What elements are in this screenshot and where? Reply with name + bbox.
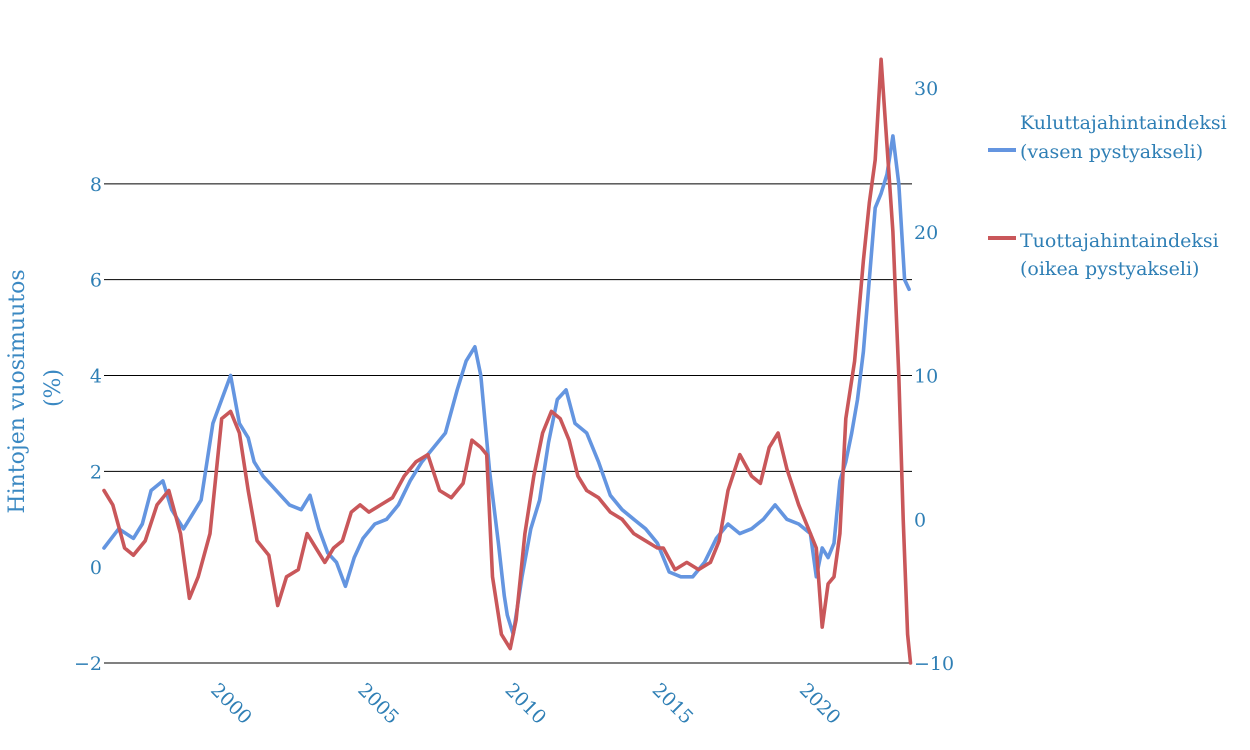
- x-tick-label: 2015: [648, 679, 698, 729]
- y-axis-label: Hintojen vuosimuutos (%): [5, 262, 66, 513]
- series-lines: [102, 57, 913, 665]
- legend-label-tuottajahintaindeksi: Tuottajahintaindeksi: [1020, 230, 1219, 252]
- legend: Kuluttajahintaindeksi (vasen pystyakseli…: [988, 112, 1227, 280]
- y-axis-label-line-2: (%): [41, 369, 66, 407]
- legend-sublabel-kuluttajahintaindeksi: (vasen pystyakseli): [1020, 141, 1203, 163]
- left-y-axis-ticks: −2 0 2 4 6 8: [74, 174, 102, 675]
- legend-label-kuluttajahintaindeksi: Kuluttajahintaindeksi: [1020, 112, 1227, 134]
- left-tick-label: 2: [90, 461, 102, 483]
- x-tick-label: 2020: [795, 679, 845, 729]
- legend-item-tuottajahintaindeksi[interactable]: Tuottajahintaindeksi (oikea pystyakseli): [988, 230, 1219, 280]
- grid-lines: [104, 183, 912, 664]
- legend-sublabel-tuottajahintaindeksi: (oikea pystyakseli): [1020, 258, 1199, 280]
- right-tick-label: 10: [914, 366, 938, 388]
- y-axis-label-line-1: Hintojen vuosimuutos: [5, 269, 30, 513]
- x-tick-label: 2000: [206, 679, 256, 729]
- left-tick-label: 4: [90, 366, 102, 388]
- left-tick-label: 0: [90, 557, 102, 579]
- right-tick-label: −10: [914, 653, 954, 675]
- left-tick-label: 8: [90, 174, 102, 196]
- series-line-kuluttajahintaindeksi: [102, 134, 911, 637]
- right-tick-label: 20: [914, 222, 938, 244]
- right-y-axis-ticks: −10 0 10 20 30: [914, 78, 954, 675]
- right-tick-label: 30: [914, 78, 938, 100]
- x-axis-ticks: 2000 2005 2010 2015 2020: [206, 679, 844, 729]
- right-tick-label: 0: [914, 509, 926, 531]
- left-tick-label: 6: [90, 270, 102, 292]
- legend-item-kuluttajahintaindeksi[interactable]: Kuluttajahintaindeksi (vasen pystyakseli…: [988, 112, 1227, 163]
- series-line-tuottajahintaindeksi: [102, 57, 913, 665]
- x-tick-label: 2005: [353, 679, 403, 729]
- x-tick-label: 2010: [501, 679, 551, 729]
- left-tick-label: −2: [74, 653, 102, 675]
